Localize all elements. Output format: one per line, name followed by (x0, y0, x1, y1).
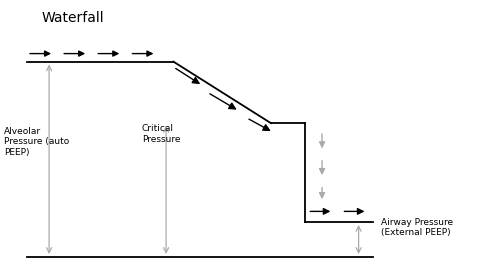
Text: Alveolar
Pressure (auto
PEEP): Alveolar Pressure (auto PEEP) (4, 127, 69, 157)
Text: Waterfall: Waterfall (42, 11, 105, 25)
Text: Airway Pressure
(External PEEP): Airway Pressure (External PEEP) (381, 218, 453, 237)
Text: Critical
Pressure: Critical Pressure (141, 124, 180, 144)
